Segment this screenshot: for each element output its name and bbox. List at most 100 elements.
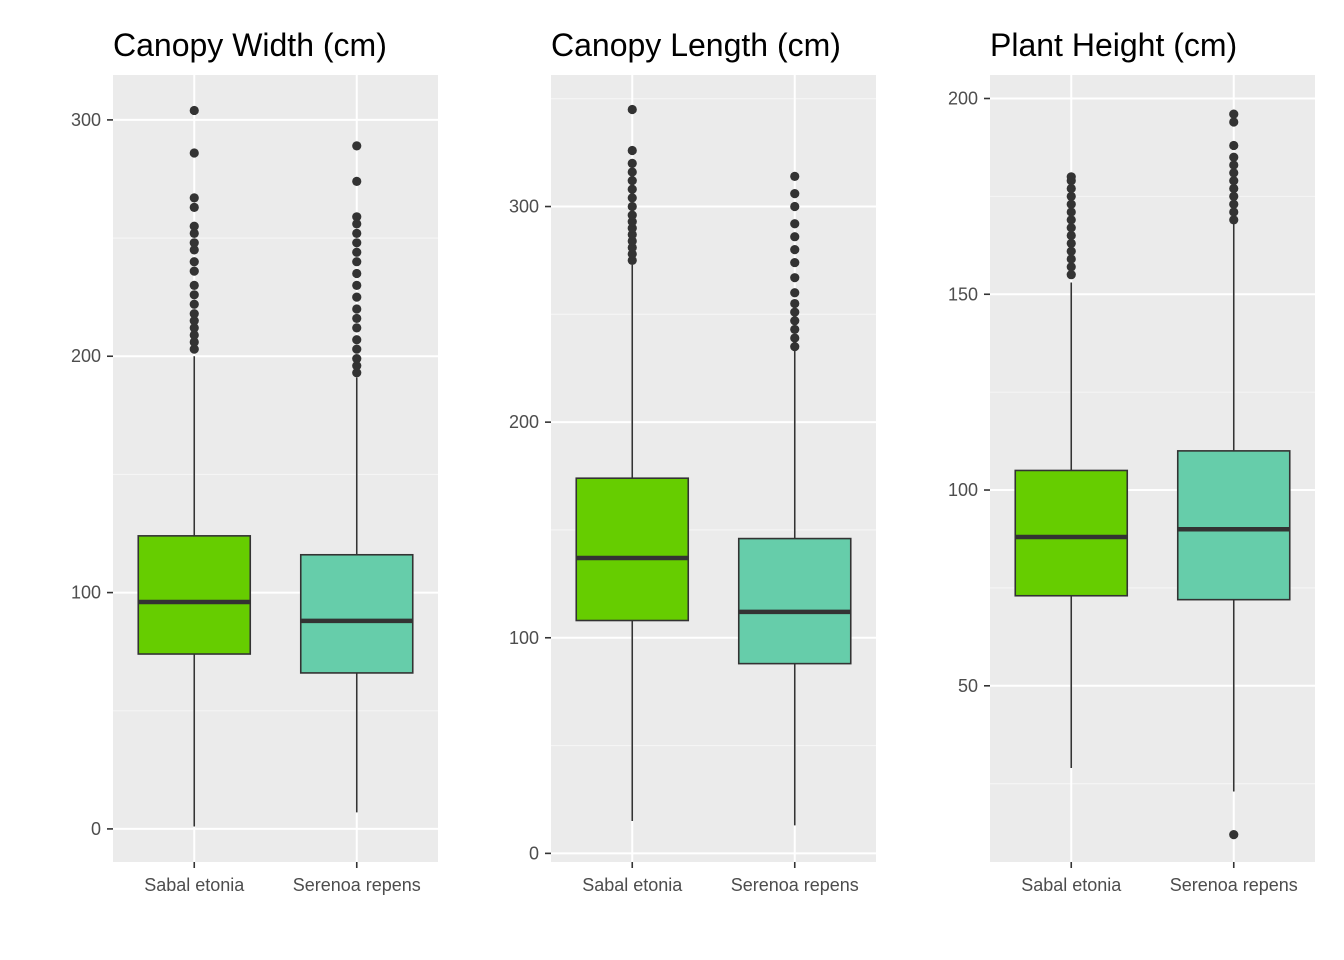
box-iqr bbox=[575, 477, 690, 622]
outlier-point bbox=[189, 316, 199, 326]
outlier-point bbox=[1066, 191, 1076, 201]
outlier-point bbox=[790, 219, 800, 229]
outlier-point bbox=[627, 184, 637, 194]
outlier-point bbox=[790, 245, 800, 255]
outlier-point bbox=[1229, 199, 1239, 209]
panel-title: Plant Height (cm) bbox=[990, 27, 1237, 63]
outlier-point bbox=[352, 304, 362, 314]
y-tick-label: 50 bbox=[958, 676, 978, 696]
outlier-point bbox=[189, 221, 199, 231]
outlier-point bbox=[352, 141, 362, 151]
axes: 0 100 200 300 Sabal etonia Serenoa repens bbox=[71, 110, 421, 895]
x-tick-label: Serenoa repens bbox=[1170, 875, 1298, 895]
y-tick-label: 100 bbox=[71, 583, 101, 603]
outlier-point bbox=[790, 333, 800, 343]
outlier-point bbox=[790, 188, 800, 199]
axes: 0 100 200 300 Sabal etonia Serenoa repens bbox=[509, 197, 859, 895]
outlier-point bbox=[189, 280, 199, 290]
outlier-point bbox=[627, 145, 637, 156]
outlier-point bbox=[1066, 230, 1076, 241]
outlier-point bbox=[352, 335, 362, 345]
outlier-point bbox=[627, 176, 637, 186]
outlier-point bbox=[352, 323, 362, 333]
outlier-point bbox=[790, 232, 800, 242]
outlier-point bbox=[189, 105, 199, 116]
panel-plant-height: Plant Height (cm) 50 100 150 200 Sabal etoni… bbox=[948, 27, 1315, 895]
outlier-point bbox=[189, 323, 199, 333]
outlier-point bbox=[352, 238, 362, 248]
x-tick-label: Serenoa repens bbox=[731, 875, 859, 895]
outlier-point bbox=[1066, 215, 1076, 225]
panel-title: Canopy Length (cm) bbox=[551, 27, 841, 63]
outlier-point bbox=[1066, 254, 1076, 264]
outlier-point bbox=[189, 228, 199, 238]
outlier-point bbox=[627, 249, 637, 259]
box-iqr bbox=[137, 535, 252, 655]
outlier-point bbox=[352, 344, 362, 354]
outlier-point bbox=[627, 236, 637, 246]
y-tick-label: 100 bbox=[948, 480, 978, 500]
outlier-point bbox=[189, 290, 199, 300]
outlier-point bbox=[627, 167, 637, 177]
box-iqr bbox=[299, 553, 414, 674]
outlier-point bbox=[352, 212, 362, 222]
outlier-point bbox=[1229, 160, 1239, 170]
outlier-point bbox=[627, 242, 637, 253]
outlier-point bbox=[189, 309, 199, 319]
y-tick-label: 0 bbox=[91, 819, 101, 839]
y-tick-label: 150 bbox=[948, 284, 978, 304]
plot-background bbox=[113, 75, 438, 862]
outlier-point bbox=[1229, 183, 1239, 194]
outlier-point bbox=[1066, 246, 1076, 256]
outlier-point bbox=[790, 257, 800, 268]
x-tick-label: Sabal etonia bbox=[582, 875, 683, 895]
outlier-point bbox=[627, 193, 637, 203]
box-iqr bbox=[1176, 450, 1291, 601]
outlier-point bbox=[627, 158, 637, 169]
outlier-point bbox=[1066, 183, 1076, 194]
outlier-point bbox=[1229, 109, 1239, 119]
outlier-point bbox=[1066, 207, 1076, 217]
outlier-point bbox=[627, 255, 637, 266]
outlier-point bbox=[1229, 176, 1239, 186]
outlier-point bbox=[189, 344, 199, 354]
y-tick-label: 200 bbox=[509, 412, 539, 432]
outlier-point bbox=[352, 257, 362, 267]
outlier-point bbox=[352, 228, 362, 238]
outlier-point bbox=[1066, 199, 1076, 209]
outlier-point bbox=[790, 316, 800, 326]
outlier-point bbox=[352, 219, 362, 229]
plot-background bbox=[551, 75, 876, 862]
x-tick-label: Serenoa repens bbox=[293, 875, 421, 895]
y-tick-label: 200 bbox=[948, 88, 978, 108]
outlier-point bbox=[790, 298, 800, 309]
outlier-point bbox=[790, 273, 800, 283]
outlier-point bbox=[189, 202, 199, 212]
panel-title: Canopy Width (cm) bbox=[113, 27, 387, 63]
outlier-point bbox=[1229, 168, 1239, 178]
x-tick-label: Sabal etonia bbox=[144, 875, 245, 895]
outlier-point bbox=[1229, 140, 1239, 151]
axes: 50 100 150 200 Sabal etonia Serenoa repens bbox=[948, 88, 1298, 895]
box-marks bbox=[1014, 109, 1291, 840]
outlier-point bbox=[790, 171, 800, 181]
outlier-point bbox=[1229, 117, 1239, 127]
outlier-point bbox=[627, 229, 637, 240]
outlier-point bbox=[352, 247, 362, 257]
outlier-point bbox=[189, 193, 199, 203]
outlier-point bbox=[189, 330, 199, 340]
outlier-point bbox=[1066, 262, 1076, 272]
y-tick-label: 300 bbox=[509, 197, 539, 217]
y-tick-label: 0 bbox=[529, 843, 539, 863]
outlier-point bbox=[352, 280, 362, 290]
outlier-point bbox=[790, 342, 800, 352]
y-tick-label: 300 bbox=[71, 110, 101, 130]
outlier-point bbox=[790, 288, 800, 298]
outlier-point bbox=[189, 337, 199, 347]
outlier-point bbox=[627, 217, 637, 227]
outlier-point bbox=[189, 245, 199, 255]
outlier-point bbox=[1066, 223, 1076, 233]
outlier-point bbox=[627, 201, 637, 212]
outlier-point bbox=[189, 257, 199, 267]
